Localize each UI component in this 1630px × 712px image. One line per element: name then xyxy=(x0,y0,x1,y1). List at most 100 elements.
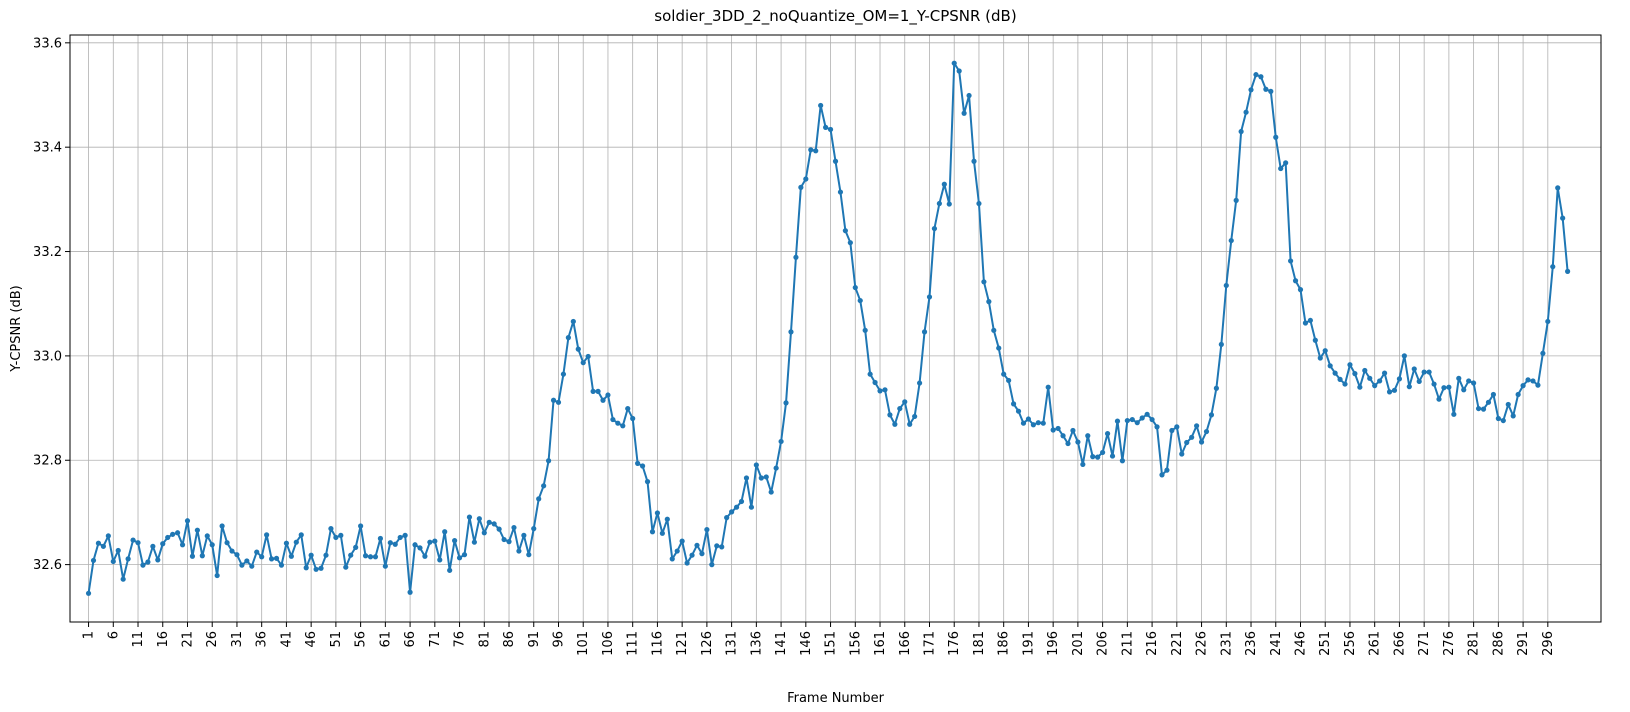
data-point xyxy=(1565,268,1571,274)
data-point xyxy=(620,423,626,429)
x-tick-label: 241 xyxy=(1269,631,1284,656)
data-point xyxy=(872,379,878,386)
data-point xyxy=(1203,428,1210,435)
data-point xyxy=(1164,467,1170,473)
data-point xyxy=(971,158,977,164)
data-point xyxy=(669,556,675,562)
x-tick-label: 186 xyxy=(997,631,1012,656)
data-point xyxy=(1317,355,1323,361)
data-point xyxy=(852,284,858,291)
data-point xyxy=(585,353,591,360)
data-point xyxy=(1060,433,1066,439)
data-point xyxy=(1500,417,1506,424)
x-tick-label: 116 xyxy=(650,631,665,656)
y-axis-ticks: 32.6 32.8 33.0 33.2 33.4 33.6 xyxy=(33,36,70,573)
data-point xyxy=(936,200,942,207)
data-point xyxy=(303,565,309,571)
data-point xyxy=(758,475,764,481)
data-point xyxy=(402,532,408,538)
data-point xyxy=(194,527,200,533)
data-point xyxy=(1530,378,1536,384)
data-point xyxy=(813,148,819,154)
data-point xyxy=(521,532,527,538)
series-points-group xyxy=(85,60,1571,596)
data-point xyxy=(367,554,374,560)
data-point xyxy=(486,519,492,525)
x-tick-label: 131 xyxy=(725,631,740,656)
data-point xyxy=(387,540,393,546)
data-point xyxy=(1347,362,1353,368)
data-point xyxy=(1396,376,1403,382)
data-point xyxy=(1535,382,1541,388)
x-tick-label: 206 xyxy=(1096,631,1111,656)
x-tick-label: 266 xyxy=(1392,631,1407,656)
x-tick-label: 146 xyxy=(799,631,814,656)
data-point xyxy=(184,518,191,524)
data-point xyxy=(1263,86,1269,92)
data-point xyxy=(625,405,631,412)
data-point xyxy=(793,254,799,260)
data-point xyxy=(1550,264,1556,270)
data-point xyxy=(125,556,131,562)
data-point xyxy=(1337,376,1343,382)
data-point xyxy=(679,538,685,544)
data-point xyxy=(783,400,789,406)
x-tick-label: 81 xyxy=(477,631,492,648)
data-point xyxy=(1050,427,1056,433)
x-tick-label: 41 xyxy=(279,631,294,648)
data-point xyxy=(1104,431,1111,437)
data-point xyxy=(1075,439,1081,445)
data-point xyxy=(90,557,97,564)
data-point xyxy=(798,184,804,190)
data-point xyxy=(1090,454,1096,460)
data-point xyxy=(778,438,784,445)
data-point xyxy=(773,465,779,471)
data-point xyxy=(1520,383,1526,389)
data-point xyxy=(1416,378,1422,385)
data-point xyxy=(452,538,458,544)
data-point xyxy=(1149,416,1155,423)
data-point xyxy=(941,181,947,187)
x-tick-label: 171 xyxy=(922,631,937,656)
data-point xyxy=(639,463,646,469)
data-point xyxy=(1555,185,1561,191)
x-tick-label: 111 xyxy=(626,631,641,656)
x-axis-title: Frame Number xyxy=(787,691,885,706)
data-point xyxy=(842,228,848,234)
data-point xyxy=(437,557,443,563)
x-tick-label: 51 xyxy=(329,631,344,648)
data-point xyxy=(931,225,938,232)
x-tick-label: 126 xyxy=(700,631,715,656)
y-tick-label: 32.8 xyxy=(33,454,62,469)
data-point xyxy=(1273,134,1279,140)
data-point xyxy=(165,534,171,541)
x-tick-label: 251 xyxy=(1318,631,1333,656)
x-tick-label: 286 xyxy=(1491,631,1506,656)
data-point xyxy=(926,294,933,300)
x-tick-label: 166 xyxy=(898,631,913,656)
data-point xyxy=(1475,405,1482,412)
data-point xyxy=(526,552,532,558)
data-point xyxy=(100,543,106,549)
x-axis-ticks: 1 6 11 16 21 26 31 36 41 46 51 56 61 66 71 76 81 86 91 96 10… xyxy=(82,622,1556,656)
x-tick-label: 16 xyxy=(156,631,171,648)
data-point xyxy=(1451,411,1457,417)
data-point xyxy=(1377,378,1383,384)
data-point xyxy=(788,329,794,335)
data-point xyxy=(1139,415,1145,421)
data-point xyxy=(1109,453,1116,459)
data-point xyxy=(560,371,567,377)
data-point xyxy=(674,548,680,554)
data-point xyxy=(1312,337,1318,343)
data-point xyxy=(1391,387,1398,393)
data-point xyxy=(1065,440,1071,447)
data-point xyxy=(1253,72,1259,78)
data-point xyxy=(1436,396,1442,402)
data-point xyxy=(981,279,987,285)
x-tick-label: 196 xyxy=(1046,631,1061,656)
data-point xyxy=(877,388,883,394)
data-point xyxy=(1525,377,1531,383)
x-tick-label: 151 xyxy=(824,631,839,656)
data-point xyxy=(1154,424,1160,430)
data-point xyxy=(1100,449,1106,456)
